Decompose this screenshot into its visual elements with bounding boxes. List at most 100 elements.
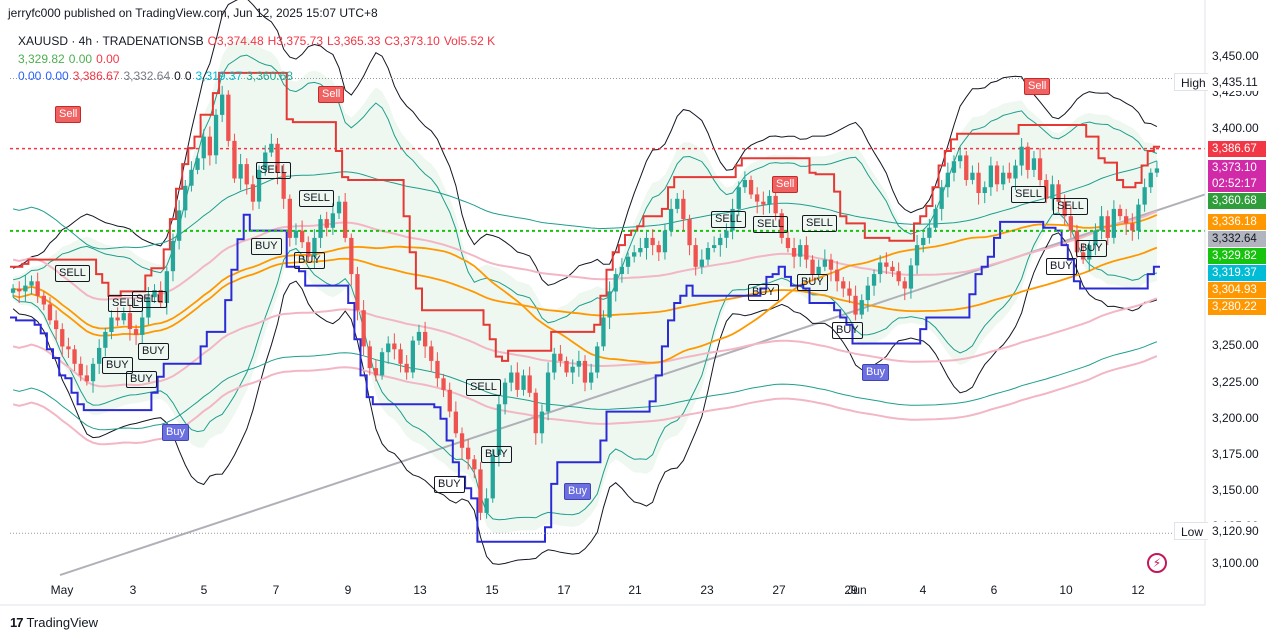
candle-body (447, 389, 452, 412)
candle-body (988, 165, 993, 188)
sell-signal-label: SELL (55, 265, 90, 282)
price-label: 3,373.10 (1208, 160, 1266, 177)
buy-signal-label: BUY (126, 371, 157, 388)
candle-body (755, 194, 760, 202)
outer-band-teal-upper (12, 160, 1158, 250)
candle-body (84, 375, 89, 382)
legend-value: 0 (184, 69, 192, 83)
candle-body (533, 392, 538, 434)
legend-value: 3,386.67 (72, 69, 120, 83)
price-tick-label: 3,225.00 (1212, 374, 1259, 389)
candle-body (1117, 208, 1123, 217)
price-tick-label: 3,100.00 (1212, 555, 1259, 570)
candle-body (1124, 216, 1129, 224)
footer-brand-label: TradingView (26, 614, 99, 630)
candle-body (140, 317, 145, 335)
candle-body (35, 281, 40, 296)
candle-body (878, 262, 883, 275)
candle-body (195, 158, 200, 170)
buy-signal-label: BUY (138, 343, 169, 360)
legend-value: 3,360.68 (246, 69, 293, 83)
low-value: 3,120.90 (1208, 522, 1259, 540)
candle-body (306, 242, 311, 257)
candle-body (515, 372, 520, 390)
candle-body (1025, 146, 1030, 170)
sell-signal-label: SELL (299, 190, 334, 207)
candle-body (539, 411, 545, 434)
candle-body (459, 433, 465, 448)
candle-body (841, 281, 846, 289)
candle-body (66, 346, 71, 350)
candle-body (564, 360, 569, 373)
candle-body (853, 295, 858, 315)
sell-signal-label: Sell (318, 86, 345, 103)
price-label: 3,319.37 (1208, 264, 1266, 281)
sell-signal-label: SELL (711, 211, 746, 228)
candle-body (250, 184, 256, 202)
candle-body (748, 180, 754, 195)
candle-body (121, 313, 126, 321)
candle-body (177, 210, 182, 241)
sell-signal-label: SELL (753, 216, 788, 233)
candle-body (982, 187, 987, 193)
price-label: 3,386.67 (1208, 140, 1266, 157)
price-label: 3,360.68 (1208, 193, 1266, 210)
high-tag: High (1174, 73, 1213, 91)
candle-body (478, 469, 483, 513)
candle-body (287, 198, 292, 238)
candle-body (300, 230, 305, 243)
candle-body (23, 285, 28, 292)
candle-body (835, 269, 840, 282)
candle-body (164, 271, 169, 303)
sell-signal-label: SELL (802, 215, 837, 232)
price-label: 3,304.93 (1208, 281, 1266, 298)
candle-body (1087, 245, 1092, 260)
candle-body (324, 219, 329, 228)
buy-signal-label: BUY (434, 476, 465, 493)
tradingview-logo-icon: 17 (10, 614, 24, 630)
candle-body (484, 498, 489, 513)
candle-body (1031, 158, 1037, 170)
candle-body (1130, 223, 1135, 231)
candle-body (1013, 165, 1018, 179)
candle-body (804, 245, 809, 260)
candle-body (1081, 252, 1086, 260)
candle-body (921, 237, 926, 246)
lightning-alert-icon[interactable]: ⚡ (1147, 553, 1167, 573)
candle-body (589, 372, 594, 383)
candle-body (386, 343, 391, 353)
price-tick-label: 3,150.00 (1212, 483, 1259, 498)
candle-body (705, 248, 711, 260)
candle-body (201, 136, 206, 159)
pink-ma-upper (12, 210, 1158, 301)
time-tick-label: 9 (344, 583, 352, 597)
legend-value: 0.00 (96, 52, 120, 66)
candle-body (976, 172, 981, 193)
candle-body (90, 363, 96, 382)
legend-value: 0.00 (68, 52, 93, 66)
candle-body (373, 368, 379, 376)
candle-body (1093, 230, 1098, 246)
candle-body (576, 360, 581, 367)
candle-body (367, 346, 372, 369)
candle-body (970, 172, 975, 180)
candle-body (263, 152, 268, 170)
buy-signal-label: BUY (102, 357, 133, 374)
candle-body (336, 201, 342, 214)
candle-body (847, 288, 852, 296)
candle-body (791, 248, 797, 257)
price-tick-label: 3,400.00 (1212, 121, 1259, 136)
legend-indicator-2: 0.00 0.00 3,386.67 3,332.64 0 0 3,319.37 3,360.… (18, 69, 297, 83)
time-tick-label: 23 (700, 583, 714, 597)
candle-body (133, 329, 139, 335)
candle-body (103, 331, 108, 348)
candle-body (945, 172, 950, 188)
candle-body (816, 266, 821, 274)
time-tick-label: 3 (129, 583, 137, 597)
candle-body (958, 155, 963, 162)
high-value: 3,435.11 (1208, 73, 1258, 91)
time-tick-label: 7 (272, 583, 280, 597)
outer-band-teal-lower (12, 341, 1158, 431)
candle-body (152, 290, 157, 298)
